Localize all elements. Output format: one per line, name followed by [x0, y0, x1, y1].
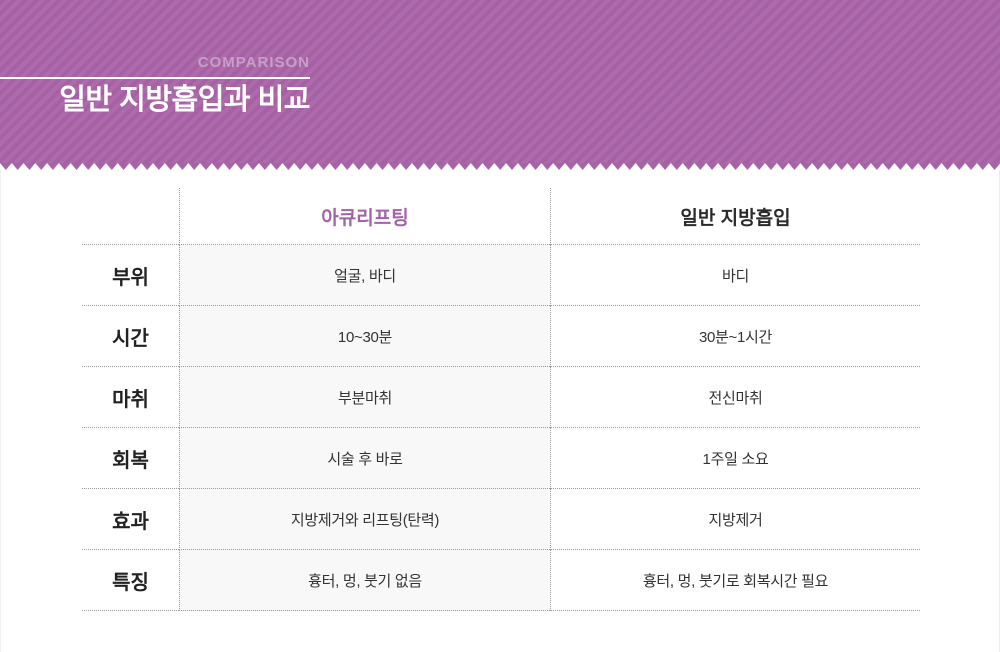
table-corner-cell	[82, 188, 179, 245]
row-label: 특징	[82, 550, 179, 611]
cell-accu: 10~30분	[179, 306, 550, 367]
cell-general: 30분~1시간	[550, 306, 920, 367]
zigzag-edge	[0, 163, 1000, 170]
row-label: 시간	[82, 306, 179, 367]
cell-general: 1주일 소요	[550, 428, 920, 489]
eyebrow-row: COMPARISON	[0, 54, 310, 79]
row-label: 마취	[82, 367, 179, 428]
banner-header-block: COMPARISON 일반 지방흡입과 비교	[0, 54, 311, 117]
eyebrow-label: COMPARISON	[197, 54, 310, 71]
cell-general: 지방제거	[550, 489, 920, 550]
cell-general: 전신마취	[550, 367, 920, 428]
cell-accu: 시술 후 바로	[179, 428, 550, 489]
cell-general: 흉터, 멍, 붓기로 회복시간 필요	[550, 550, 920, 611]
column-header-general: 일반 지방흡입	[550, 188, 920, 245]
row-label: 회복	[82, 428, 179, 489]
page-title: 일반 지방흡입과 비교	[59, 84, 310, 116]
column-header-accu: 아큐리프팅	[179, 188, 550, 245]
cell-general: 바디	[550, 245, 920, 306]
row-label: 부위	[82, 245, 179, 306]
comparison-table: 아큐리프팅 일반 지방흡입 부위 얼굴, 바디 바디 시간 10~30분 30분…	[82, 188, 920, 611]
cell-accu: 흉터, 멍, 붓기 없음	[179, 550, 550, 611]
cell-accu: 지방제거와 리프팅(탄력)	[179, 489, 550, 550]
banner: COMPARISON 일반 지방흡입과 비교	[0, 0, 1000, 163]
cell-accu: 얼굴, 바디	[179, 245, 550, 306]
row-label: 효과	[82, 489, 179, 550]
cell-accu: 부분마취	[179, 367, 550, 428]
